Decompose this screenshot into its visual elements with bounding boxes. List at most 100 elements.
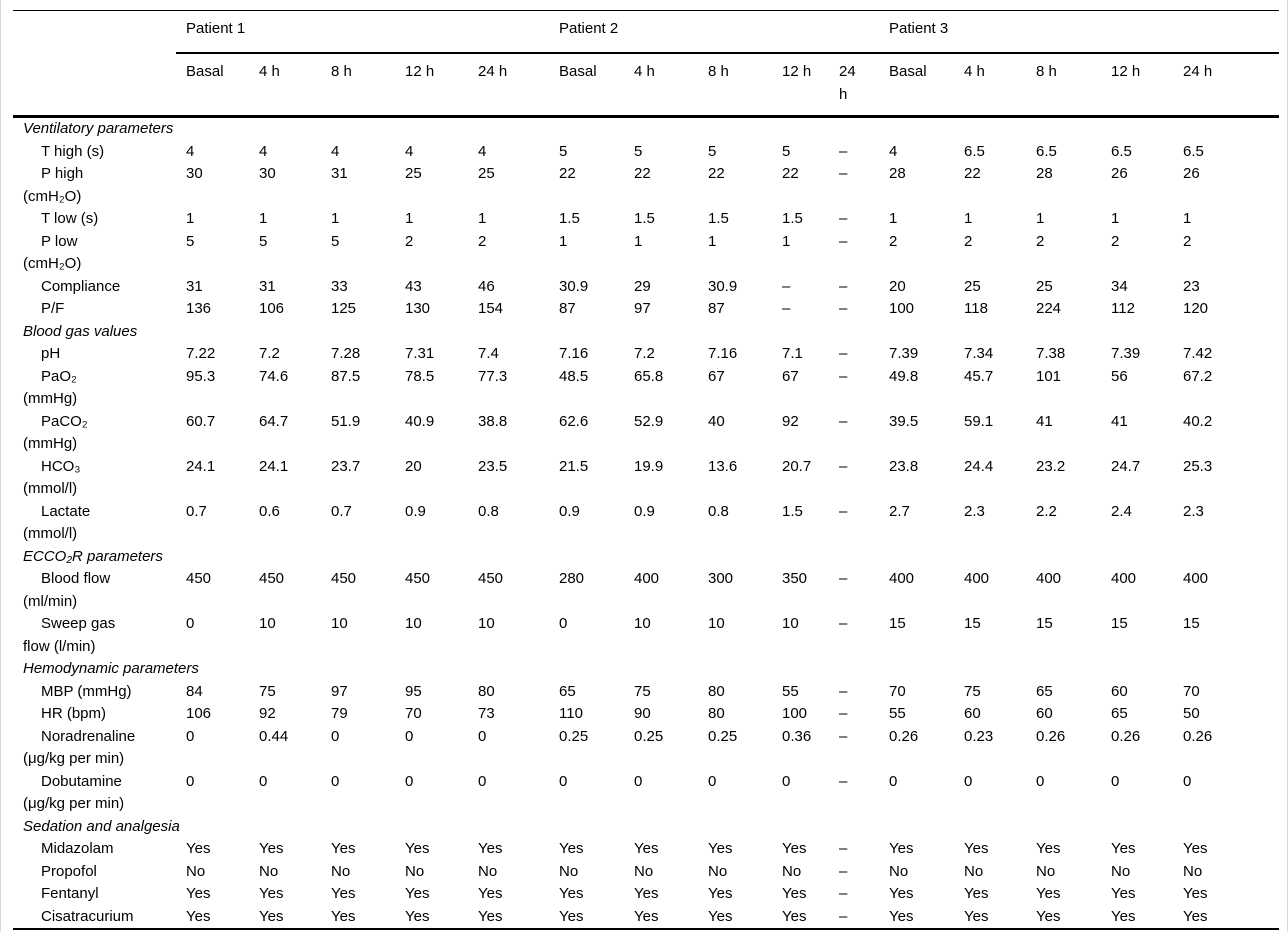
table-cell: 15: [964, 615, 981, 632]
timepoint-header: 4 h: [249, 53, 321, 118]
table-row: Fentanyl Yes Yes Yes Yes Yes Yes Yes Yes Yes – Yes Y…: [13, 883, 1279, 906]
table-cell: 400: [1183, 570, 1209, 587]
table-cell: 55: [889, 705, 906, 722]
table-cell: 125: [331, 300, 357, 317]
table-cell: 38.8: [478, 412, 508, 430]
table-cell: 87.5: [331, 367, 361, 385]
table-cell: 300: [708, 570, 734, 587]
table-cell: 65.8: [634, 367, 664, 385]
table-cell: 28: [1036, 165, 1053, 182]
timepoint-header: 24 h: [468, 53, 549, 118]
table-cell: 7.38: [1036, 345, 1066, 362]
table-cell: 65: [1111, 705, 1128, 722]
table-row: Midazolam Yes Yes Yes Yes Yes Yes Yes Yes Yes – Yes…: [13, 838, 1279, 861]
table-cell: Yes: [405, 885, 430, 902]
section-title: Ventilatory parameters: [23, 120, 174, 137]
table-cell: 0.26: [1111, 727, 1141, 745]
table-cell: 40: [708, 412, 725, 430]
table-cell: 20.7: [782, 457, 812, 475]
table-cell: 350: [782, 570, 808, 587]
row-label: Midazolam: [41, 840, 114, 857]
timepoint-header: 24 h: [1173, 53, 1279, 118]
table-row: Blood flow (ml/min) 450 450 450 450 450 280 400 3…: [13, 568, 1279, 613]
table-cell: –: [839, 862, 848, 880]
table-cell: 75: [634, 682, 651, 700]
table-cell: 4: [186, 142, 195, 160]
table-cell: 30.9: [708, 277, 738, 295]
table-cell: 5: [634, 142, 643, 160]
table-cell: 39.5: [889, 412, 919, 430]
table-cell: 24.1: [259, 457, 289, 475]
table-cell: 31: [331, 165, 348, 182]
table-cell: Yes: [1183, 840, 1208, 857]
table-cell: 84: [186, 682, 203, 700]
table-cell: 10: [331, 615, 348, 632]
table-cell: Yes: [879, 905, 954, 930]
table-cell: 23.8: [889, 457, 919, 475]
table-cell: 48.5: [559, 367, 589, 385]
table-cell: 70: [1183, 682, 1200, 700]
table-cell: 5: [708, 142, 717, 160]
table-cell: 1: [186, 210, 195, 227]
table-cell: 25: [964, 277, 981, 295]
table-row: P high (cmH₂O) 30 30 31 25 25 22 22 22 22 – 28 22 28 26…: [13, 163, 1279, 208]
table-cell: 100: [889, 300, 915, 317]
row-label-unit: (mmHg): [23, 435, 78, 452]
section-title: Sedation and analgesia: [23, 817, 180, 835]
table-row: T low (s) 1 1 1 1 1 1.5 1.5 1.5 1.5 – 1 1 1 1 1: [13, 208, 1279, 231]
table-cell: 24.1: [186, 457, 216, 475]
row-label: Dobutamine (μg/kg per min): [13, 771, 176, 816]
table-cell: 106: [186, 705, 212, 722]
table-cell: No: [1183, 862, 1203, 880]
table-cell: 450: [331, 570, 357, 587]
table-cell: 15: [1111, 615, 1128, 632]
table-cell: 65: [559, 682, 576, 700]
table-cell: 1: [634, 232, 643, 250]
table-cell: 7.22: [186, 345, 216, 362]
table-cell: Yes: [889, 840, 914, 857]
table-cell: 62.6: [559, 412, 589, 430]
table-cell: 400: [1036, 570, 1062, 587]
table-cell: 23: [1183, 277, 1200, 295]
table-cell: –: [839, 457, 848, 475]
row-label: MBP (mmHg): [41, 682, 132, 700]
table-cell: 5: [782, 142, 791, 160]
table-cell: 1: [405, 210, 414, 227]
timepoint-header: 12 h: [772, 53, 829, 118]
table-cell: 50: [1183, 705, 1200, 722]
table-cell: Yes: [634, 885, 659, 902]
table-cell: 30: [186, 165, 203, 182]
table-row: Noradrenaline (μg/kg per min) 0 0.44 0 0 0 0.25…: [13, 726, 1279, 771]
table-cell: 7.1: [782, 345, 803, 362]
table-cell: 4: [331, 142, 340, 160]
table-cell: 41: [1036, 412, 1053, 430]
table-cell: 7.4: [478, 345, 499, 362]
table-cell: 0.9: [634, 502, 655, 520]
table-cell: Yes: [559, 840, 584, 857]
table-cell: 5: [259, 232, 268, 250]
table-cell: 26: [1183, 165, 1200, 182]
table-cell: 87: [559, 300, 576, 317]
table-cell: No: [634, 862, 654, 880]
table-cell: 2: [1036, 232, 1045, 250]
table-cell: 0: [478, 772, 487, 790]
table-cell: 73: [478, 705, 495, 722]
table-cell: 0: [1036, 772, 1045, 790]
table-cell: 65: [1036, 682, 1053, 700]
table-cell: 22: [964, 165, 981, 182]
table-cell: 7.34: [964, 345, 994, 362]
table-cell: 0.44: [259, 727, 289, 745]
section-title: Hemodynamic parameters: [23, 660, 199, 677]
table-cell: Yes: [1111, 885, 1136, 902]
table-cell: 2.4: [1111, 502, 1132, 520]
table-cell: 51.9: [331, 412, 361, 430]
table-cell: 2: [405, 232, 414, 250]
table-cell: Yes: [1101, 905, 1173, 930]
table-cell: 0.9: [559, 502, 580, 520]
table-cell: 10: [259, 615, 276, 632]
table-cell: 22: [559, 165, 576, 182]
table-cell: 79: [331, 705, 348, 722]
table-cell: 60: [1111, 682, 1128, 700]
table-cell: –: [839, 615, 848, 632]
